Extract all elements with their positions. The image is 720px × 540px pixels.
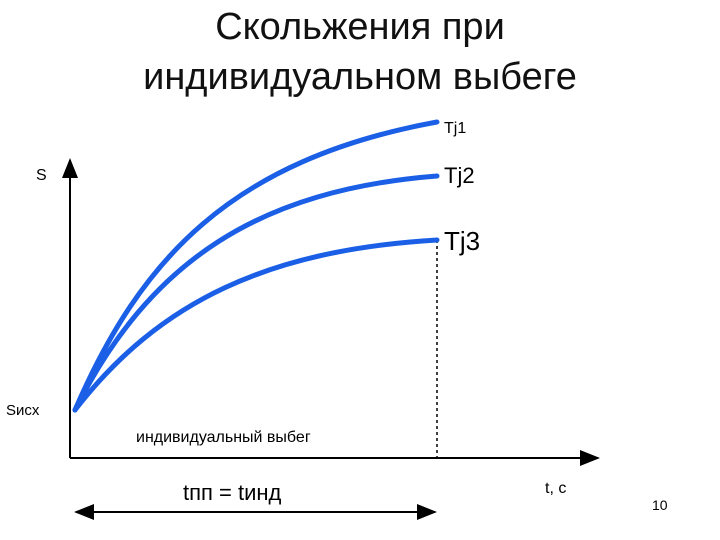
slide-title-line-1: Скольжения при <box>215 6 505 48</box>
curve-tj2-label: Tj2 <box>444 163 475 188</box>
curve-tj1 <box>72 119 440 413</box>
interval-label: tпп = tинд <box>183 480 282 505</box>
phase-label: индивидуальный выбег <box>136 429 311 446</box>
origin-label: Sисх <box>6 402 40 419</box>
x-axis-label: t, c <box>545 480 566 497</box>
y-axis-label: S <box>36 167 47 184</box>
curve-tj3-label: Tj3 <box>444 226 480 256</box>
curve-tj2 <box>72 173 440 413</box>
slide-title-line-2: индивидуальном выбеге <box>143 56 577 98</box>
curve-tj3 <box>72 237 440 413</box>
curve-tj1-label: Tj1 <box>444 120 466 137</box>
page-number: 10 <box>652 497 668 513</box>
slide-title: Скольжения при индивидуальном выбеге <box>40 2 680 102</box>
